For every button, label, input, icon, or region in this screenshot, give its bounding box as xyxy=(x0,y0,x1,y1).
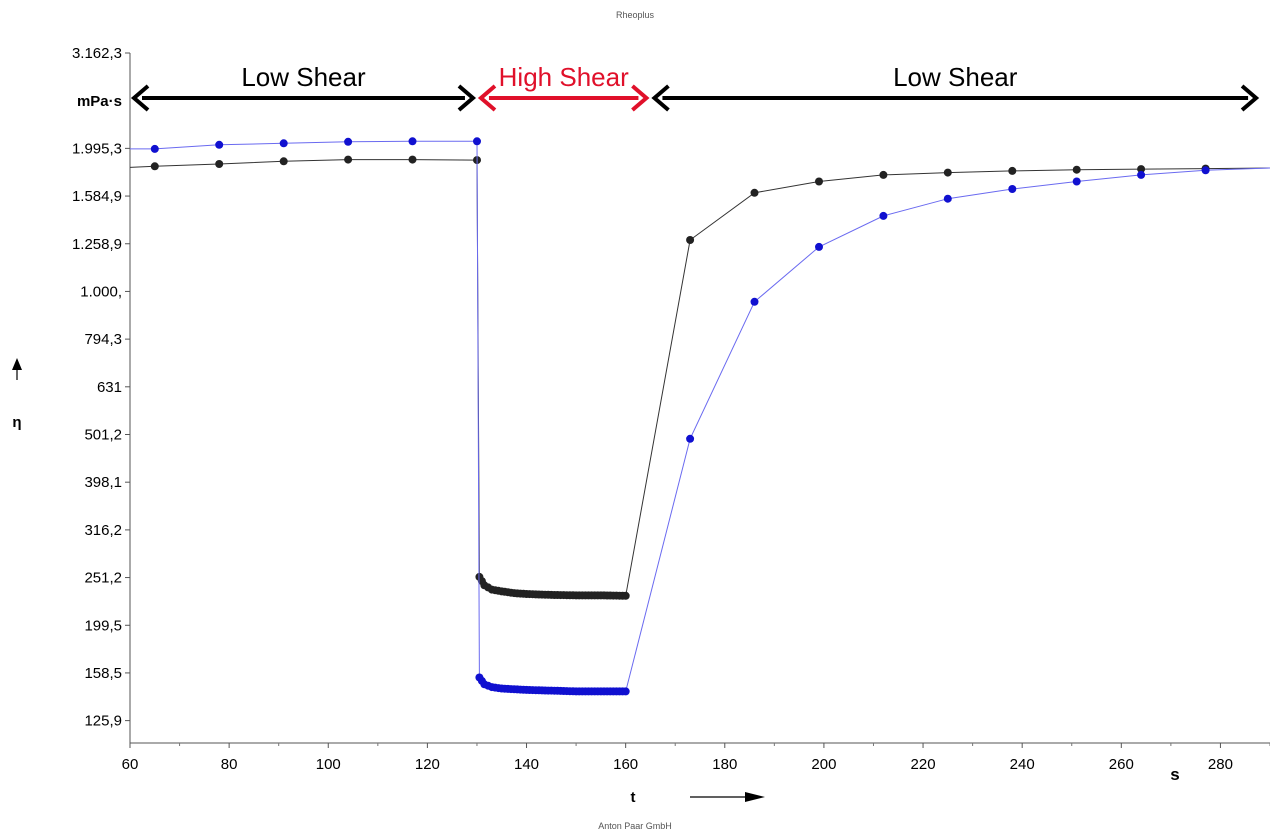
data-point-blue xyxy=(408,137,417,146)
data-point-black xyxy=(544,590,553,599)
series-line-blue xyxy=(130,140,1270,692)
data-point-black xyxy=(150,162,159,171)
data-point-black xyxy=(618,591,627,600)
region-arrow-head-left xyxy=(477,84,497,112)
data-point-blue xyxy=(477,676,486,685)
x-tick-label: 180 xyxy=(712,756,737,773)
data-point-blue xyxy=(686,434,695,443)
region-arrow-head-left xyxy=(130,84,150,112)
data-point-blue xyxy=(569,687,577,696)
data-point-blue xyxy=(618,687,627,696)
data-point-blue xyxy=(1137,170,1146,179)
y-tick-label: 316,2 xyxy=(84,522,122,539)
series-line-black xyxy=(129,159,1270,597)
region-arrow-head-left xyxy=(651,84,670,112)
data-point-blue xyxy=(815,242,823,251)
chart-title: Rheoplus xyxy=(616,10,655,20)
region-arrow-head-right xyxy=(457,84,477,112)
y-tick-label: 251,2 xyxy=(84,570,122,587)
data-point-blue xyxy=(1072,177,1081,186)
data-point-blue xyxy=(879,211,888,220)
data-point-blue xyxy=(544,686,553,695)
y-axis-label: η xyxy=(12,414,21,431)
region-label: High Shear xyxy=(499,62,629,92)
x-tick-label: 200 xyxy=(811,756,836,773)
data-point-black xyxy=(686,236,695,244)
data-point-blue xyxy=(507,685,515,694)
data-point-blue xyxy=(1201,166,1210,175)
y-tick-label: 631 xyxy=(97,379,122,396)
data-point-black xyxy=(943,168,952,177)
data-point-black xyxy=(1008,166,1017,175)
data-point-black xyxy=(750,188,759,197)
x-tick-label: 120 xyxy=(415,756,440,773)
data-point-black xyxy=(593,591,602,600)
x-axis-label: t xyxy=(631,789,636,806)
x-tick-label: 80 xyxy=(221,756,238,773)
axes xyxy=(129,53,1270,744)
data-point-blue xyxy=(750,297,759,306)
data-point-blue xyxy=(494,684,503,693)
data-point-black xyxy=(1072,165,1081,174)
region-arrow-head-right xyxy=(1240,84,1260,112)
y-axis-unit: mPa·s xyxy=(77,93,122,110)
data-point-black xyxy=(344,155,353,164)
y-tick-label: 1.995,3 xyxy=(72,140,122,157)
x-tick-label: 240 xyxy=(1010,756,1035,773)
x-axis-ticks: 60 80 100 120 140 160 180 200 220 240 260 280 xyxy=(122,743,1270,773)
x-tick-label: 220 xyxy=(911,756,936,773)
x-tick-label: 60 xyxy=(122,756,139,773)
x-tick-label: 100 xyxy=(316,756,341,773)
x-tick-label: 160 xyxy=(613,756,638,773)
x-tick-label: 260 xyxy=(1109,756,1134,773)
data-point-black xyxy=(879,170,888,179)
data-point-black xyxy=(569,591,577,600)
data-point-black xyxy=(815,177,823,186)
data-point-blue xyxy=(593,687,602,696)
data-point-blue xyxy=(279,139,288,148)
data-point-blue xyxy=(344,137,353,146)
data-point-black xyxy=(1137,165,1146,174)
region-label: Low Shear xyxy=(893,62,1018,92)
x-tick-label: 280 xyxy=(1208,756,1233,773)
y-tick-label: 1.258,9 xyxy=(72,236,122,253)
annotation-layer: Low Shear High Shear Low Shear xyxy=(130,62,1260,112)
y-tick-label: 398,1 xyxy=(84,474,122,491)
data-point-black xyxy=(494,586,503,595)
data-point-blue xyxy=(150,144,159,153)
y-tick-label: 1.584,9 xyxy=(72,188,122,205)
data-point-black xyxy=(507,588,515,597)
data-point-blue xyxy=(519,685,528,694)
region-arrow-head-right xyxy=(631,84,650,112)
data-point-blue xyxy=(473,137,481,146)
x-axis-arrow xyxy=(690,792,765,802)
data-point-blue xyxy=(215,140,224,149)
x-tick-label: 140 xyxy=(514,756,539,773)
region-label: Low Shear xyxy=(241,62,366,92)
data-point-black xyxy=(519,589,528,598)
y-tick-label: 3.162,3 xyxy=(72,45,122,62)
data-point-blue xyxy=(943,194,952,203)
y-axis-arrow xyxy=(12,358,22,380)
x-axis-unit: s xyxy=(1170,765,1179,784)
y-tick-label: 1.000, xyxy=(80,283,122,300)
data-point-black xyxy=(279,157,288,166)
y-tick-label: 199,5 xyxy=(84,617,122,634)
y-tick-label: 794,3 xyxy=(84,331,122,348)
y-axis-ticks: 3.162,3 1.995,3 1.584,9 1.258,9 1.000, 794,3 6… xyxy=(72,45,130,730)
data-point-black xyxy=(477,577,486,586)
y-tick-label: 125,9 xyxy=(84,713,122,730)
y-tick-label: 158,5 xyxy=(84,665,122,682)
data-point-blue xyxy=(1008,185,1017,193)
data-point-black xyxy=(408,155,417,164)
y-tick-label: 501,2 xyxy=(84,426,122,443)
data-point-black xyxy=(484,583,493,592)
data-point-blue xyxy=(484,681,493,690)
chart-footer: Anton Paar GmbH xyxy=(598,821,672,831)
series-layer xyxy=(129,137,1270,696)
data-point-black xyxy=(215,160,224,168)
